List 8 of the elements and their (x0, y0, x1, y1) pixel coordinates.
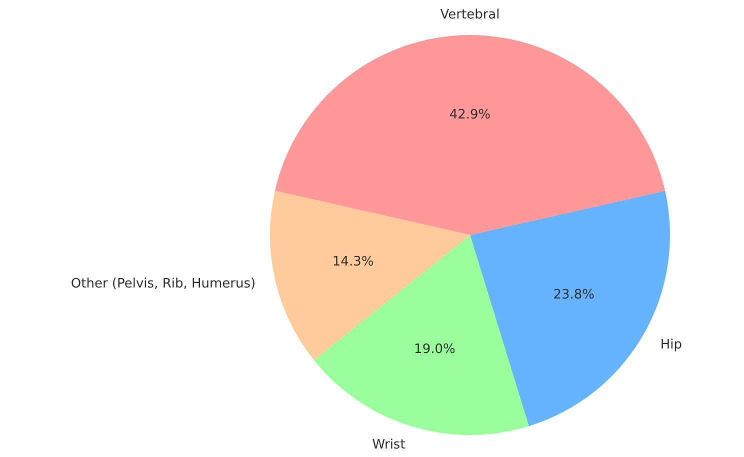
slice-label: Other (Pelvis, Rib, Humerus) (70, 276, 256, 292)
data-label: 42.9% (449, 107, 491, 122)
slice-label: Hip (660, 338, 682, 353)
slice-label: Wrist (372, 438, 406, 453)
data-label: 14.3% (332, 254, 374, 270)
data-label: 23.8% (553, 287, 595, 302)
slice-label: Vertebral (440, 7, 500, 22)
data-label: 19.0% (414, 342, 456, 358)
